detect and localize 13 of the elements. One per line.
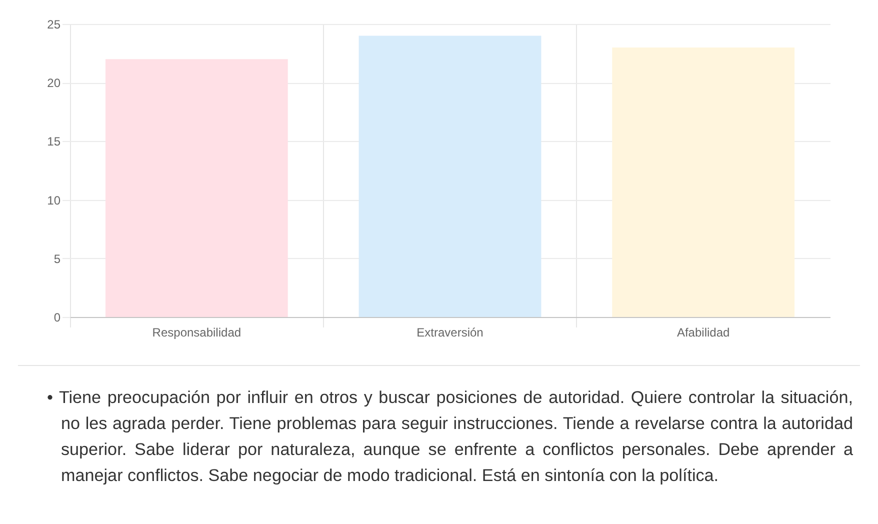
text: • Tiene preocupación por influir en otros y buscar posiciones de autoridad. Quiere controlar la situación, no les agrada perder. Tiene problemas para seguir instrucciones. Tiende a revelarse contra la autoridad superior. Sabe liderar por naturaleza, aunque se enfrente a conflictos personales. Debe aprender a manejar conflictos. Sabe negociar de modo tradicional. Está en sintonía con la política. <box>46 387 853 487</box>
x-tick-label: Responsabilidad <box>152 326 242 340</box>
bar <box>612 47 795 317</box>
y-tick-label: 0 <box>54 310 61 324</box>
x-tick-label: Afabilidad <box>676 326 730 340</box>
bar <box>105 59 288 317</box>
y-tick-label: 15 <box>47 134 61 149</box>
bar <box>358 36 542 317</box>
x-tick-label: Extraversión <box>416 326 484 340</box>
y-tick-label: 25 <box>47 18 61 32</box>
y-tick-label: 10 <box>47 193 61 208</box>
y-tick-label: 5 <box>54 252 61 266</box>
y-tick-label: 20 <box>47 76 61 90</box>
